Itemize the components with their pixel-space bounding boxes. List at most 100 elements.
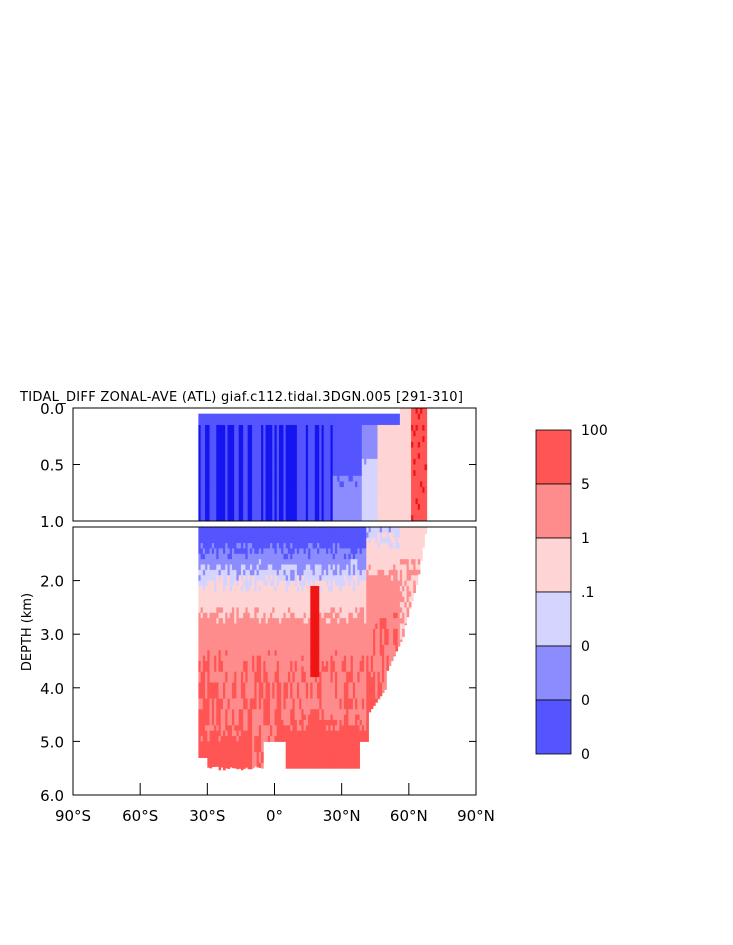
field-cell <box>252 596 255 603</box>
field-cell <box>290 655 293 662</box>
field-cell <box>319 687 322 694</box>
field-cell <box>420 475 423 482</box>
field-cell <box>252 762 255 769</box>
field-cell <box>238 515 242 521</box>
field-cell <box>276 634 280 640</box>
field-cell <box>245 548 249 555</box>
field-cell <box>198 498 202 505</box>
field-cell <box>287 671 291 678</box>
field-cell <box>218 762 222 769</box>
field-cell <box>317 671 320 678</box>
field-cell <box>229 719 233 726</box>
field-cell <box>337 569 340 576</box>
field-cell <box>305 564 309 571</box>
field-cell <box>216 430 219 437</box>
field-cell <box>261 424 264 431</box>
field-cell <box>386 453 390 460</box>
field-cell <box>290 509 293 516</box>
field-cell <box>220 504 224 511</box>
field-cell <box>263 548 266 555</box>
field-cell <box>214 543 217 549</box>
field-cell <box>422 475 425 482</box>
field-cell <box>292 564 296 571</box>
field-cell <box>310 430 313 437</box>
field-cell <box>223 537 226 544</box>
field-cell <box>265 580 269 587</box>
field-cell <box>287 464 291 471</box>
field-cell <box>256 618 260 624</box>
field-cell <box>390 492 394 499</box>
field-cell <box>330 666 334 673</box>
field-cell <box>272 527 275 533</box>
field-cell <box>198 492 202 499</box>
field-cell <box>386 408 390 415</box>
field-cell <box>278 481 282 488</box>
field-cell <box>283 612 287 619</box>
field-cell <box>229 515 233 521</box>
field-cell <box>252 447 255 454</box>
field-cell <box>325 602 329 608</box>
field-cell <box>231 504 235 511</box>
field-cell <box>231 481 235 488</box>
field-cell <box>200 492 204 499</box>
field-cell <box>281 585 284 592</box>
field-cell <box>209 453 213 460</box>
field-cell <box>337 492 340 499</box>
field-cell <box>321 612 325 619</box>
field-cell <box>209 736 213 742</box>
field-cell <box>274 677 278 683</box>
field-cell <box>218 419 222 426</box>
field-cell <box>261 639 264 646</box>
field-cell <box>303 677 307 683</box>
field-cell <box>319 677 322 683</box>
field-cell <box>406 453 410 460</box>
field-cell <box>332 532 336 539</box>
field-cell <box>317 548 320 555</box>
field-cell <box>261 436 264 443</box>
field-cell <box>310 527 313 533</box>
field-cell <box>276 543 280 549</box>
field-cell <box>301 527 305 533</box>
field-cell <box>413 447 416 454</box>
field-cell <box>310 607 313 614</box>
field-cell <box>292 602 296 608</box>
field-cell <box>303 591 307 598</box>
field-cell <box>330 714 334 721</box>
field-cell <box>296 757 300 764</box>
field-cell <box>247 580 251 587</box>
field-cell <box>202 408 206 415</box>
field-cell <box>406 481 410 488</box>
field-cell <box>415 441 419 448</box>
field-cell <box>296 746 300 753</box>
field-cell <box>343 650 347 657</box>
field-cell <box>200 559 204 565</box>
field-cell <box>402 453 405 460</box>
field-cell <box>332 644 336 651</box>
field-cell <box>397 509 401 516</box>
field-cell <box>296 725 300 732</box>
field-cell <box>281 714 284 721</box>
field-cell <box>225 481 228 488</box>
field-cell <box>249 596 253 603</box>
field-cell <box>229 650 233 657</box>
field-cell <box>234 666 237 673</box>
field-cell <box>202 709 206 715</box>
field-cell <box>296 650 300 657</box>
field-cell <box>209 498 213 505</box>
field-cell <box>330 661 334 667</box>
field-cell <box>216 537 219 544</box>
field-cell <box>305 741 309 748</box>
field-cell <box>267 569 271 576</box>
field-cell <box>299 564 302 571</box>
field-cell <box>359 470 363 477</box>
field-cell <box>236 515 240 521</box>
field-cell <box>272 447 275 454</box>
field-cell <box>283 591 287 598</box>
field-cell <box>247 698 251 705</box>
field-cell <box>319 569 322 576</box>
field-cell <box>274 623 278 630</box>
field-cell <box>299 757 302 764</box>
field-cell <box>256 591 260 598</box>
field-cell <box>308 436 311 443</box>
field-cell <box>202 677 206 683</box>
